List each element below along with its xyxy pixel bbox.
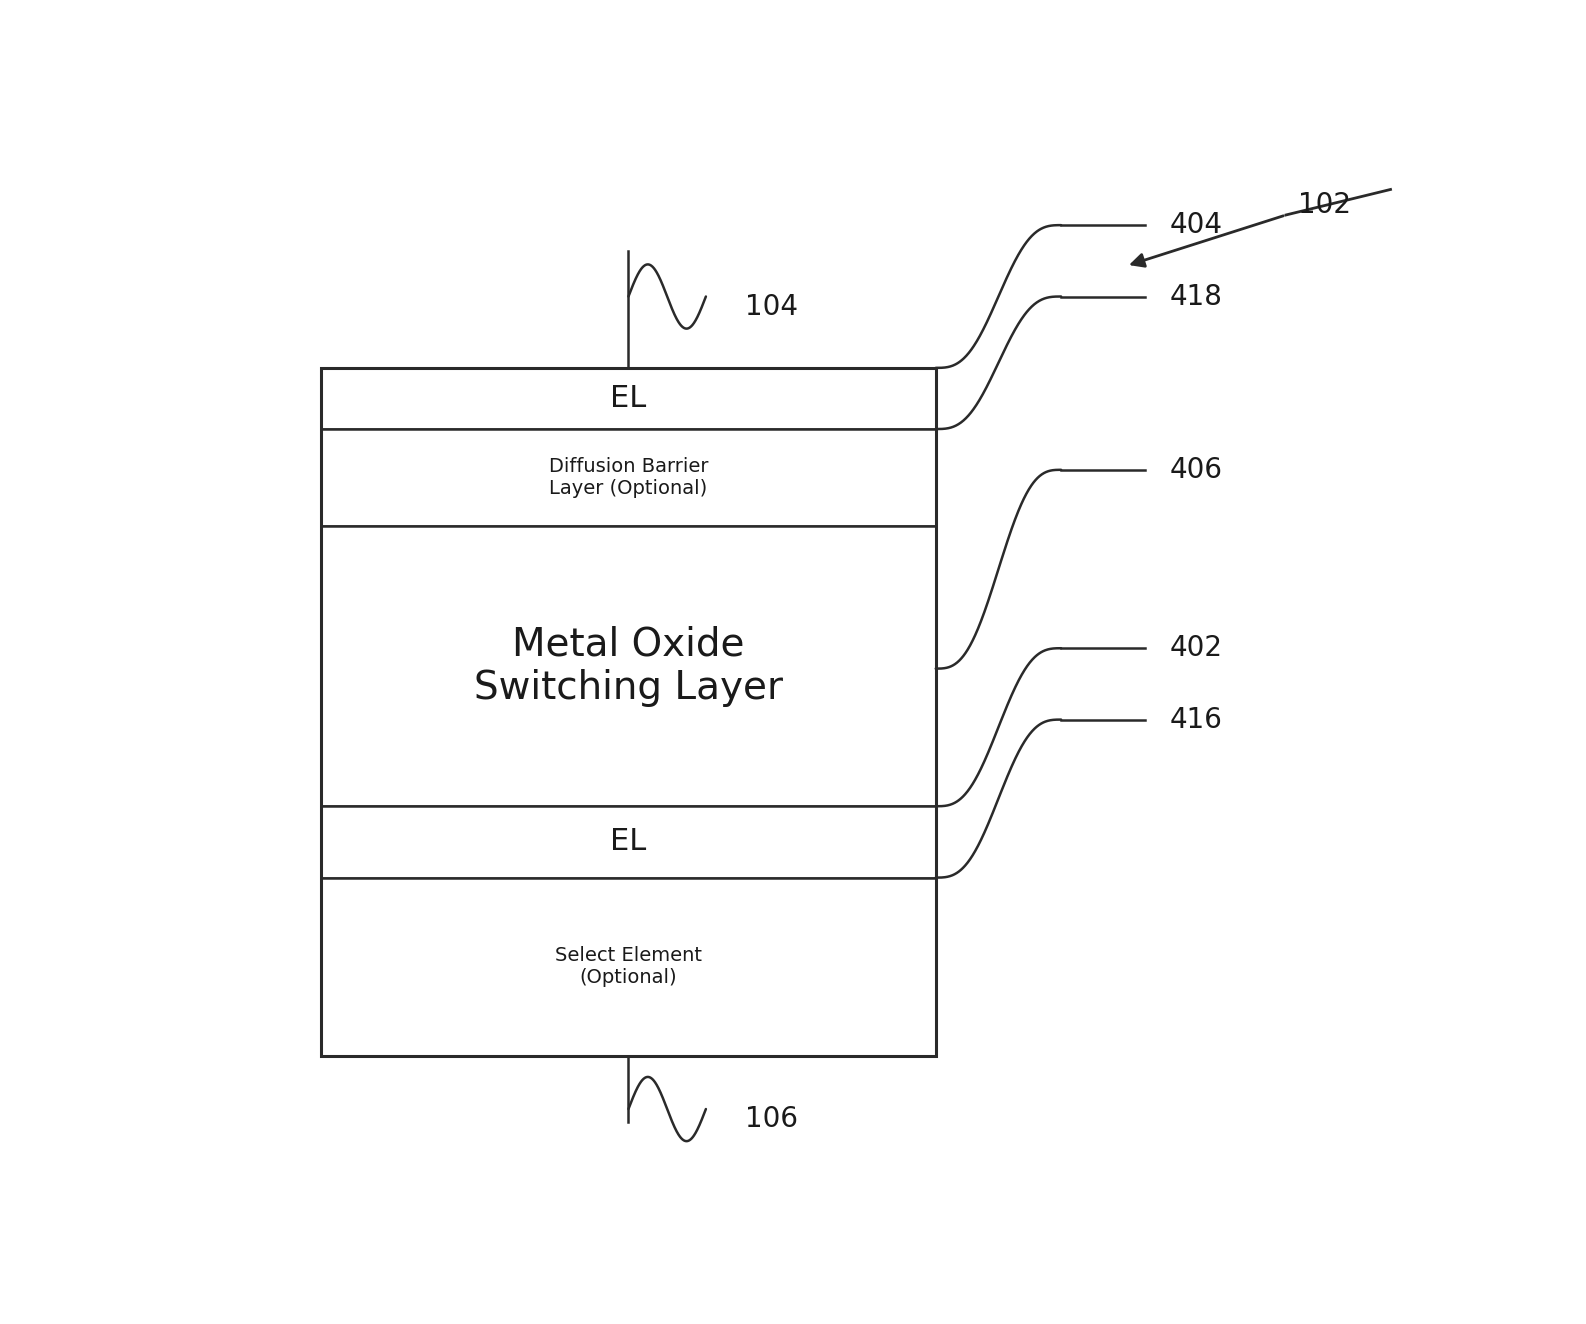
Bar bbox=[320, 368, 936, 429]
Bar bbox=[320, 368, 936, 1057]
Text: EL: EL bbox=[611, 828, 647, 857]
Text: 104: 104 bbox=[745, 293, 798, 320]
Text: Metal Oxide
Switching Layer: Metal Oxide Switching Layer bbox=[474, 625, 783, 707]
Text: 418: 418 bbox=[1169, 282, 1223, 311]
Text: EL: EL bbox=[611, 384, 647, 413]
Text: Select Element
(Optional): Select Element (Optional) bbox=[555, 947, 703, 988]
Text: 416: 416 bbox=[1169, 706, 1223, 733]
Text: 106: 106 bbox=[745, 1106, 798, 1133]
Bar bbox=[320, 526, 936, 806]
Bar bbox=[320, 806, 936, 878]
Bar bbox=[320, 429, 936, 526]
Text: 404: 404 bbox=[1169, 211, 1223, 240]
Text: Diffusion Barrier
Layer (Optional): Diffusion Barrier Layer (Optional) bbox=[549, 457, 709, 498]
Text: 402: 402 bbox=[1169, 634, 1223, 662]
Text: 102: 102 bbox=[1299, 191, 1351, 218]
Bar bbox=[320, 878, 936, 1057]
Text: 406: 406 bbox=[1169, 455, 1223, 483]
